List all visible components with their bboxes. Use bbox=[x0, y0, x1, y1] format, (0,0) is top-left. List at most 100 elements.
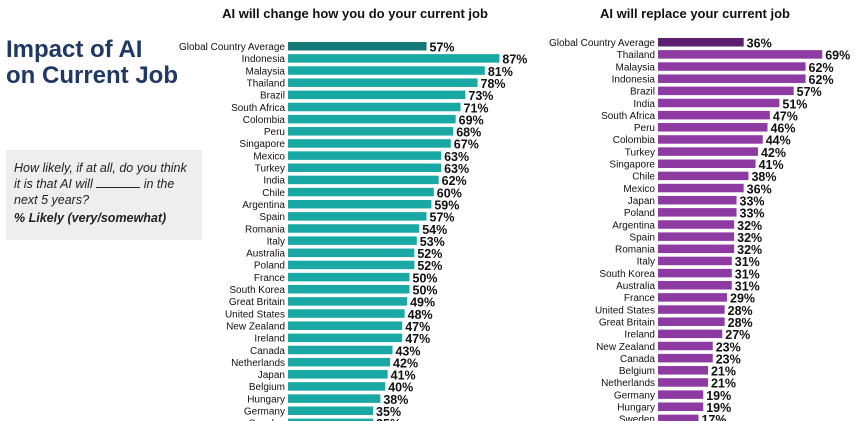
replace-bar-turkey bbox=[658, 147, 758, 156]
change-category-label: Brazil bbox=[260, 91, 285, 102]
replace-value-label: 33% bbox=[740, 207, 765, 221]
replace-value-label: 21% bbox=[711, 365, 736, 379]
replace-value-label: 42% bbox=[761, 146, 786, 160]
replace-category-label: Indonesia bbox=[612, 74, 656, 85]
change-bar-germany bbox=[288, 406, 374, 415]
change-category-label: Canada bbox=[250, 346, 285, 357]
change-value-label: 60% bbox=[437, 186, 462, 200]
change-bar-malaysia bbox=[288, 66, 485, 75]
change-category-label: Colombia bbox=[243, 115, 286, 126]
change-value-label: 81% bbox=[488, 65, 513, 79]
change-category-label: Malaysia bbox=[246, 66, 286, 77]
replace-category-label: New Zealand bbox=[596, 342, 655, 353]
change-bar-singapore bbox=[288, 139, 451, 148]
replace-bar-sweden bbox=[658, 414, 699, 421]
replace-value-label: 62% bbox=[809, 61, 834, 75]
change-bar-brazil bbox=[288, 90, 466, 100]
replace-bar-singapore bbox=[658, 159, 756, 168]
question-box: How likely, if at all, do you think it i… bbox=[6, 150, 202, 240]
replace-bar-mexico bbox=[658, 183, 744, 193]
replace-bar-new-zealand bbox=[658, 341, 713, 351]
replace-bar-south-africa bbox=[658, 110, 770, 120]
change-value-label: 87% bbox=[502, 53, 527, 67]
replace-value-label: 32% bbox=[737, 243, 762, 257]
change-bar-japan bbox=[288, 370, 388, 379]
question-part2: in the next 5 years? bbox=[14, 177, 175, 207]
change-category-label: Japan bbox=[258, 370, 285, 381]
question-text: How likely, if at all, do you think it i… bbox=[14, 160, 194, 208]
change-bar-south-africa bbox=[288, 102, 461, 112]
replace-value-label: 32% bbox=[737, 219, 762, 233]
replace-bar-argentina bbox=[658, 220, 735, 229]
replace-value-label: 27% bbox=[725, 328, 750, 342]
replace-value-label: 23% bbox=[716, 352, 741, 366]
change-value-label: 52% bbox=[417, 247, 442, 261]
change-bar-canada bbox=[288, 345, 393, 355]
replace-category-label: Argentina bbox=[612, 220, 655, 231]
replace-bar-malaysia bbox=[658, 62, 806, 71]
change-bar-india bbox=[288, 175, 439, 185]
question-blank bbox=[96, 177, 141, 188]
change-bar-south-korea bbox=[288, 285, 410, 294]
replace-value-label: 62% bbox=[809, 73, 834, 87]
change-value-label: 71% bbox=[464, 101, 489, 115]
replace-bar-colombia bbox=[658, 135, 763, 144]
replace-category-label: Sweden bbox=[619, 415, 655, 421]
replace-category-label: Thailand bbox=[617, 50, 655, 61]
replace-category-label: Japan bbox=[628, 196, 655, 207]
replace-category-label: Malaysia bbox=[616, 62, 656, 73]
replace-value-label: 21% bbox=[711, 377, 736, 391]
change-bar-indonesia bbox=[288, 54, 500, 63]
replace-value-label: 28% bbox=[728, 316, 753, 330]
change-bar-colombia bbox=[288, 114, 456, 124]
replace-bar-india bbox=[658, 98, 780, 108]
change-category-label: Spain bbox=[259, 212, 285, 223]
replace-value-label: 36% bbox=[747, 182, 772, 196]
change-value-label: 41% bbox=[391, 369, 416, 383]
change-value-label: 54% bbox=[422, 223, 447, 237]
main-title-line1: Impact of AI bbox=[6, 36, 143, 63]
change-bar-united-states bbox=[288, 309, 405, 318]
change-category-label: Hungary bbox=[247, 394, 285, 405]
change-bar-turkey bbox=[288, 163, 442, 172]
replace-bar-canada bbox=[658, 353, 713, 363]
replace-bar-poland bbox=[658, 208, 737, 217]
replace-value-label: 19% bbox=[706, 401, 731, 415]
replace-category-label: United States bbox=[595, 305, 655, 316]
replace-value-label: 31% bbox=[735, 255, 760, 269]
change-category-label: Sweden bbox=[249, 419, 285, 421]
replace-category-label: Romania bbox=[615, 245, 655, 256]
change-value-label: 43% bbox=[395, 344, 420, 358]
replace-bar-hungary bbox=[658, 402, 704, 411]
change-value-label: 78% bbox=[481, 77, 506, 91]
replace-value-label: 31% bbox=[735, 267, 760, 281]
change-category-label: Australia bbox=[246, 249, 285, 260]
replace-bar-belgium bbox=[658, 366, 708, 375]
replace-value-label: 69% bbox=[825, 49, 850, 63]
replace-value-label: 23% bbox=[716, 340, 741, 354]
replace-category-label: Netherlands bbox=[601, 378, 655, 389]
replace-value-label: 57% bbox=[797, 85, 822, 99]
change-value-label: 59% bbox=[434, 198, 459, 212]
replace-category-label: Global Country Average bbox=[549, 38, 655, 49]
replace-bar-spain bbox=[658, 232, 735, 241]
change-value-label: 63% bbox=[444, 162, 469, 176]
replace-category-label: Belgium bbox=[619, 366, 655, 377]
change-value-label: 53% bbox=[420, 235, 445, 249]
change-bar-hungary bbox=[288, 394, 381, 403]
change-value-label: 50% bbox=[413, 284, 438, 298]
replace-bar-indonesia bbox=[658, 74, 806, 83]
change-bar-mexico bbox=[288, 151, 442, 160]
replace-bar-italy bbox=[658, 256, 732, 266]
change-category-label: Thailand bbox=[247, 78, 285, 89]
replace-category-label: Singapore bbox=[609, 160, 655, 171]
replace-value-label: 17% bbox=[701, 413, 726, 421]
change-category-label: Netherlands bbox=[231, 358, 285, 369]
change-category-label: New Zealand bbox=[226, 321, 285, 332]
change-bar-australia bbox=[288, 248, 415, 258]
replace-value-label: 47% bbox=[773, 109, 798, 123]
replace-bar-thailand bbox=[658, 50, 823, 59]
replace-category-label: Brazil bbox=[630, 87, 655, 98]
